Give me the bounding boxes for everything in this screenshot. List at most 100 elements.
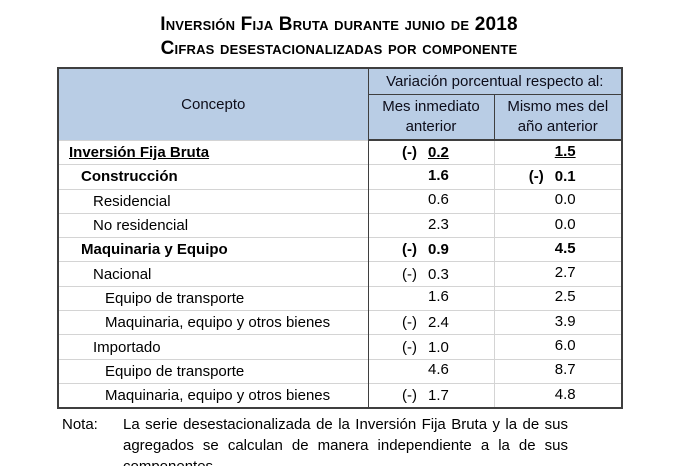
yoy-value-cell: 4.8 bbox=[493, 382, 623, 409]
negative-sign bbox=[529, 192, 555, 207]
value: 0.3 bbox=[428, 265, 449, 283]
negative-sign bbox=[402, 362, 428, 377]
table-row: Nacional (-) 0.3 2.7 bbox=[58, 261, 623, 287]
negative-sign bbox=[529, 362, 555, 377]
negative-sign: (-) bbox=[528, 168, 544, 186]
mom-value-cell: (-) 1.7 bbox=[368, 382, 494, 409]
table-row: Importado (-) 1.0 6.0 bbox=[58, 334, 623, 360]
yoy-value-cell: 1.5 bbox=[493, 139, 623, 165]
yoy-value-cell: 2.5 bbox=[493, 285, 623, 311]
yoy-value-cell: 0.0 bbox=[493, 188, 623, 214]
negative-sign bbox=[529, 338, 555, 353]
yoy-value-cell: 2.7 bbox=[493, 261, 623, 287]
negative-sign: (-) bbox=[402, 387, 417, 405]
yoy-column-header: Mismo mes del año anterior bbox=[493, 94, 623, 141]
mom-value-cell: (-) 2.4 bbox=[368, 310, 494, 335]
yoy-value-cell: (-) 0.1 bbox=[493, 164, 623, 190]
value: 0.0 bbox=[554, 215, 576, 233]
mom-value-cell: 4.6 bbox=[368, 358, 494, 384]
negative-sign bbox=[529, 217, 555, 232]
row-label: Construcción bbox=[58, 164, 369, 190]
mom-value-cell: (-) 1.0 bbox=[368, 334, 494, 360]
mom-value-cell: 2.3 bbox=[368, 212, 494, 238]
value: 1.5 bbox=[554, 142, 576, 160]
value: 4.5 bbox=[554, 239, 576, 257]
yoy-value-cell: 0.0 bbox=[493, 212, 623, 238]
value: 1.0 bbox=[428, 338, 449, 356]
nota: Nota: La serie desestacionalizada de la … bbox=[62, 414, 568, 466]
value: 6.0 bbox=[554, 337, 576, 355]
negative-sign: (-) bbox=[402, 314, 417, 332]
table-row: Equipo de transporte 4.6 8.7 bbox=[58, 358, 623, 384]
negative-sign bbox=[402, 192, 428, 207]
table-row: Maquinaria, equipo y otros bienes (-) 1.7… bbox=[58, 382, 623, 409]
mom-value-cell: (-) 0.9 bbox=[368, 237, 494, 262]
value: 1.6 bbox=[428, 166, 449, 184]
nota-label: Nota: bbox=[62, 416, 98, 434]
row-label: Equipo de transporte bbox=[58, 285, 369, 311]
negative-sign: (-) bbox=[402, 338, 417, 356]
negative-sign: (-) bbox=[402, 265, 417, 283]
row-label: No residencial bbox=[58, 212, 369, 238]
nota-line: componentes. bbox=[123, 456, 568, 466]
table-row: Equipo de transporte 1.6 2.5 bbox=[58, 285, 623, 311]
value: 8.7 bbox=[554, 361, 576, 379]
table-row: No residencial 2.3 0.0 bbox=[58, 212, 623, 238]
negative-sign bbox=[529, 241, 555, 256]
ifb-table: Concepto Variación porcentual respecto a… bbox=[57, 67, 624, 410]
nota-text: La serie desestacionalizada de la Invers… bbox=[123, 414, 568, 466]
negative-sign bbox=[402, 217, 428, 232]
table-row: Maquinaria, equipo y otros bienes (-) 2.4… bbox=[58, 310, 623, 335]
mom-value-cell: 0.6 bbox=[368, 188, 494, 214]
value: 0.1 bbox=[554, 168, 576, 186]
table-body: Inversión Fija Bruta (-) 0.2 1.5 Construc… bbox=[58, 139, 623, 409]
value: 1.6 bbox=[428, 288, 449, 306]
negative-sign bbox=[529, 314, 555, 329]
table-row: Construcción 1.6 (-) 0.1 bbox=[58, 164, 623, 190]
footnotes: Nota: La serie desestacionalizada de la … bbox=[62, 414, 568, 466]
yoy-value-cell: 4.5 bbox=[493, 237, 623, 262]
value: 0.6 bbox=[428, 191, 449, 209]
row-label: Inversión Fija Bruta bbox=[58, 139, 369, 165]
mom-column-header: Mes inmediato anterior bbox=[368, 94, 494, 141]
row-label: Residencial bbox=[58, 188, 369, 214]
value: 4.6 bbox=[428, 361, 449, 379]
yoy-value-cell: 6.0 bbox=[493, 334, 623, 360]
value: 4.8 bbox=[554, 385, 576, 403]
variacion-header-cell: Variación porcentual respecto al: bbox=[368, 68, 623, 95]
mom-value-cell: 1.6 bbox=[368, 164, 494, 190]
negative-sign: (-) bbox=[402, 241, 417, 259]
concepto-header-cell: Concepto bbox=[58, 68, 369, 140]
row-label: Importado bbox=[58, 334, 369, 360]
table-row: Maquinaria y Equipo (-) 0.9 4.5 bbox=[58, 237, 623, 262]
yoy-value-cell: 3.9 bbox=[493, 310, 623, 335]
value: 0.9 bbox=[428, 241, 449, 259]
row-label: Maquinaria, equipo y otros bienes bbox=[58, 310, 369, 335]
value: 2.3 bbox=[428, 215, 449, 233]
row-label: Maquinaria y Equipo bbox=[58, 237, 369, 262]
value: 0.0 bbox=[554, 191, 576, 209]
mom-value-cell: (-) 0.3 bbox=[368, 261, 494, 287]
yoy-value-cell: 8.7 bbox=[493, 358, 623, 384]
negative-sign bbox=[529, 387, 555, 402]
row-label: Maquinaria, equipo y otros bienes bbox=[58, 382, 369, 409]
page-title: Inversión Fija Bruta durante junio de 20… bbox=[160, 14, 518, 35]
negative-sign bbox=[529, 144, 555, 159]
mom-value-cell: (-) 0.2 bbox=[368, 139, 494, 165]
page-subtitle: Cifras desestacionalizadas por component… bbox=[160, 38, 518, 59]
value: 0.2 bbox=[428, 144, 449, 162]
row-label: Equipo de transporte bbox=[58, 358, 369, 384]
negative-sign: (-) bbox=[402, 144, 417, 162]
nota-line: La serie desestacionalizada de la Invers… bbox=[123, 416, 568, 434]
value: 2.5 bbox=[554, 288, 576, 306]
negative-sign bbox=[402, 168, 428, 183]
value: 1.7 bbox=[428, 387, 449, 405]
nota-line: agregados se calculan de manera independ… bbox=[123, 437, 568, 455]
mom-value-cell: 1.6 bbox=[368, 285, 494, 311]
negative-sign bbox=[402, 289, 428, 304]
table-row: Inversión Fija Bruta (-) 0.2 1.5 bbox=[58, 139, 623, 165]
value: 3.9 bbox=[554, 312, 576, 330]
table-row: Residencial 0.6 0.0 bbox=[58, 188, 623, 214]
title-block: Inversión Fija Bruta durante junio de 20… bbox=[0, 0, 678, 61]
